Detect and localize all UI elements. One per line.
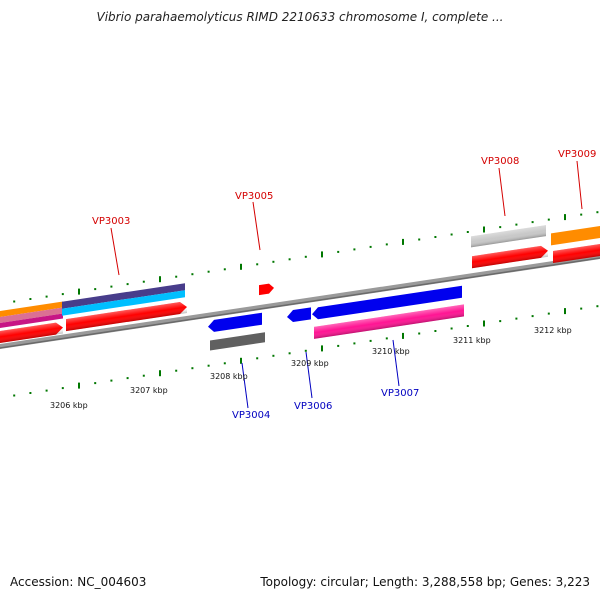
gene-label-vp3003[interactable]: VP3003 <box>92 216 130 227</box>
gene-orange-left <box>0 301 63 318</box>
lower-tick-marks <box>13 305 599 397</box>
map-title: Vibrio parahaemolyticus RIMD 2210633 chr… <box>96 10 504 24</box>
gene-dark-gray-vp3004 <box>210 332 265 351</box>
upper-tick-marks <box>13 211 599 303</box>
forward-strand-genes <box>0 224 600 344</box>
gene-label-vp3006[interactable]: VP3006 <box>294 401 332 412</box>
gene-blue-vp3007 <box>312 285 462 320</box>
accession-text: Accession: NC_004603 <box>10 575 147 589</box>
gene-label-vp3007[interactable]: VP3007 <box>381 388 419 399</box>
gene-pink-left <box>0 307 63 324</box>
label-leaders <box>110 160 583 409</box>
gene-label-vp3005[interactable]: VP3005 <box>235 191 273 202</box>
axis-label-3207: 3207 kbp <box>130 386 168 395</box>
gene-indigo-vp3003 <box>62 283 185 309</box>
chromosome-backbone <box>0 253 600 350</box>
axis-label-3208: 3208 kbp <box>210 372 248 381</box>
axis-label-3209: 3209 kbp <box>291 359 329 368</box>
gene-vp3009 <box>551 224 600 246</box>
gene-cyan-vp3003 <box>62 290 185 316</box>
reverse-strand-genes <box>208 285 464 351</box>
axis-label-3206: 3206 kbp <box>50 401 88 410</box>
gene-vp3006 <box>287 307 311 323</box>
gene-label-vp3008[interactable]: VP3008 <box>481 156 519 167</box>
axis-label-3211: 3211 kbp <box>453 336 491 345</box>
gene-vp3005 <box>259 283 274 296</box>
gene-label-vp3009[interactable]: VP3009 <box>558 149 596 160</box>
gene-vp3004 <box>208 312 262 332</box>
genome-summary-text: Topology: circular; Length: 3,288,558 bp… <box>260 575 590 589</box>
gene-magenta-left <box>0 313 63 329</box>
gene-label-vp3004[interactable]: VP3004 <box>232 410 270 421</box>
axis-label-3210: 3210 kbp <box>372 347 410 356</box>
axis-label-3212: 3212 kbp <box>534 326 572 335</box>
